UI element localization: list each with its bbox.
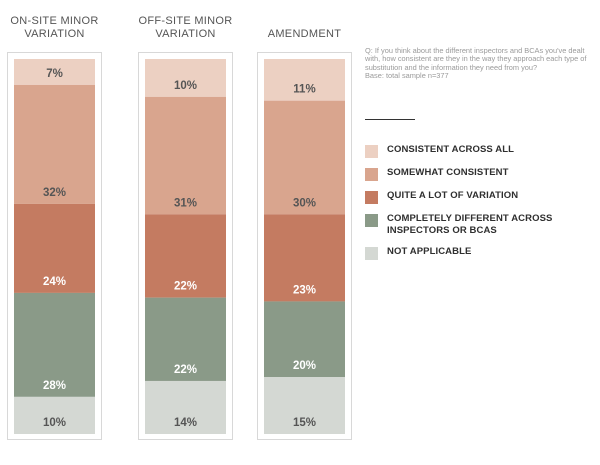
data-label: 15% [293,417,316,429]
bar-segment [145,380,226,434]
legend-item-consistent-across-all: CONSISTENT ACROSS ALL [365,144,597,158]
legend-swatch [365,168,378,181]
data-label: 31% [174,197,197,209]
legend-swatch [365,145,378,158]
legend-label: QUITE A LOT OF VARIATION [387,190,519,201]
bar-segment [264,59,345,101]
bar-segment [14,84,95,204]
data-label: 7% [46,68,63,80]
data-label: 30% [293,197,316,209]
question-text: Q: If you think about the different insp… [365,46,587,72]
column-title: OFF-SITE MINOR [138,15,232,27]
bar-segment [145,297,226,381]
legend-label: CONSISTENT ACROSS ALL [387,144,515,155]
column-title: AMENDMENT [268,28,342,40]
bar-segment [264,377,345,434]
legend-swatch [365,191,378,204]
bar-segment [145,59,226,97]
bar-segment [264,301,345,378]
legend-item-quite-a-lot-of-variation: QUITE A LOT OF VARIATION [365,190,597,204]
legend-item-not-applicable: NOT APPLICABLE [365,246,597,260]
column-title: VARIATION [155,28,215,40]
data-label: 32% [43,187,66,199]
data-label: 28% [43,380,66,392]
column-title: ON-SITE MINOR [10,15,98,27]
column-title: VARIATION [24,28,84,40]
question-note: Q: If you think about the different insp… [365,46,595,81]
legend-swatch [365,214,378,227]
data-label: 22% [174,281,197,293]
bar-segment [264,100,345,215]
bar-segment [14,292,95,397]
data-label: 24% [43,276,66,288]
bar-segment [264,214,345,302]
data-label: 10% [43,417,66,429]
bar-segment [145,96,226,215]
legend-label: NOT APPLICABLE [387,246,472,257]
question-base: Base: total sample n=377 [365,71,449,81]
data-label: 23% [293,284,316,296]
bar-segment [14,396,95,434]
legend-swatch [365,247,378,260]
legend-label: COMPLETELY DIFFERENT ACROSS INSPECTORS O… [387,213,553,236]
data-label: 10% [174,80,197,92]
legend: CONSISTENT ACROSS ALL SOMEWHAT CONSISTEN… [365,144,597,269]
bar-column: AMENDMENT 11% 30% 23% 20% 15% [257,28,352,440]
legend-label: SOMEWHAT CONSISTENT [387,167,509,178]
bar-segment [14,203,95,293]
legend-item-somewhat-consistent: SOMEWHAT CONSISTENT [365,167,597,181]
divider-line [365,119,415,120]
stacked-bar-chart: ON-SITE MINORVARIATION7%32%24%28%10%OFF-… [7,15,352,440]
data-label: 14% [174,417,197,429]
bar-segment [145,214,226,298]
data-label: 20% [293,360,316,372]
bar-segment [14,59,95,85]
data-label: 11% [293,84,315,96]
legend-item-completely-different: COMPLETELY DIFFERENT ACROSS INSPECTORS O… [365,213,597,236]
data-label: 22% [174,364,197,376]
